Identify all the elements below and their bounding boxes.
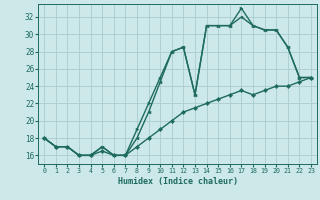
X-axis label: Humidex (Indice chaleur): Humidex (Indice chaleur) — [118, 177, 238, 186]
